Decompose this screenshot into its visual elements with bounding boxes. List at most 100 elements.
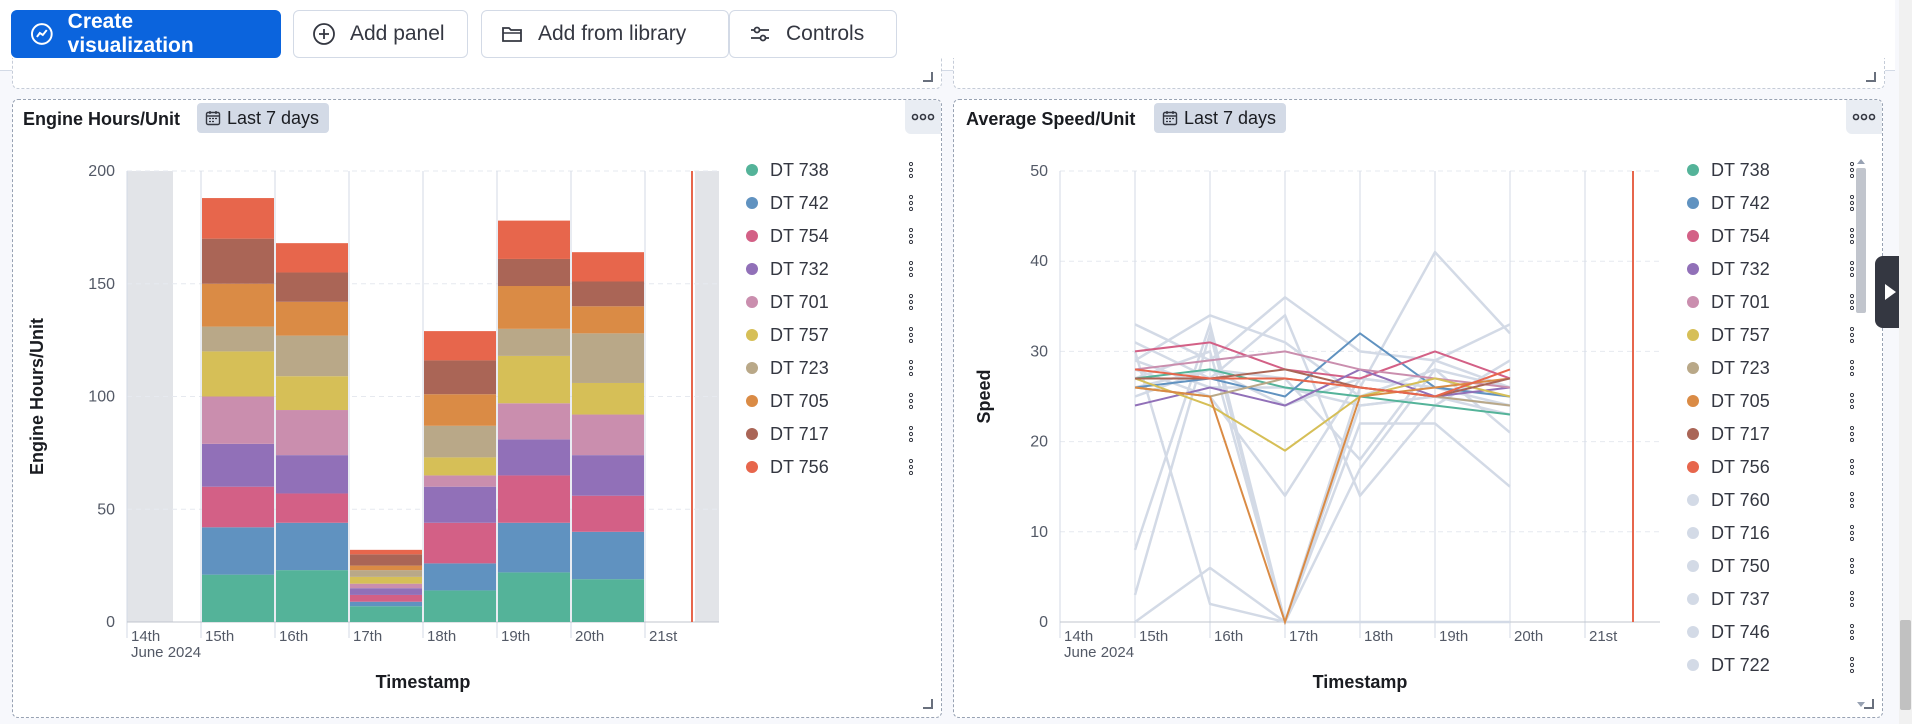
resize-handle[interactable]	[1864, 699, 1874, 709]
panel-options-button[interactable]	[905, 100, 941, 134]
page-scrollbar[interactable]	[1899, 0, 1912, 724]
legend-item-menu-icon[interactable]	[1849, 656, 1855, 674]
legend-scrollbar[interactable]	[1854, 158, 1868, 708]
bar-segment	[350, 601, 422, 607]
legend-item-menu-icon[interactable]	[1849, 326, 1855, 344]
y-tick-label: 0	[1039, 614, 1048, 631]
series-line	[1135, 368, 1511, 398]
legend-item[interactable]: DT 701	[746, 290, 829, 314]
legend-item-menu-icon[interactable]	[908, 260, 914, 278]
legend-item[interactable]: DT 738	[1687, 158, 1770, 182]
legend-item[interactable]: DT 756	[1687, 455, 1770, 479]
panel-options-button[interactable]	[1846, 100, 1882, 134]
legend-item-menu-icon[interactable]	[1849, 293, 1855, 311]
legend-item[interactable]: DT 705	[1687, 389, 1770, 413]
legend-item-menu-icon[interactable]	[1849, 458, 1855, 476]
legend-item[interactable]: DT 737	[1687, 587, 1770, 611]
create-visualization-icon	[30, 23, 53, 45]
legend-item[interactable]: DT 732	[1687, 257, 1770, 281]
legend-item[interactable]: DT 732	[746, 257, 829, 281]
chart-legend: DT 738 DT 742 DT 754 DT 732 DT 701 DT 757 DT 7…	[746, 158, 926, 658]
legend-item-menu-icon[interactable]	[1849, 260, 1855, 278]
legend-scrollbar-track	[1856, 159, 1866, 707]
bar-segment	[276, 301, 348, 336]
legend-item-menu-icon[interactable]	[908, 458, 914, 476]
legend-item-menu-icon[interactable]	[908, 161, 914, 179]
y-axis-title: Engine Hours/Unit	[27, 318, 47, 475]
legend-item-menu-icon[interactable]	[1849, 623, 1855, 641]
bar-segment	[424, 394, 496, 426]
legend-item[interactable]: DT 722	[1687, 653, 1770, 677]
legend-item[interactable]: DT 738	[746, 158, 829, 182]
legend-item-menu-icon[interactable]	[1849, 491, 1855, 509]
legend-item-menu-icon[interactable]	[908, 425, 914, 443]
legend-item[interactable]: DT 717	[1687, 422, 1770, 446]
bar-segment	[202, 283, 274, 327]
folder-icon	[502, 27, 522, 42]
legend-item[interactable]: DT 717	[746, 422, 829, 446]
legend-item-menu-icon[interactable]	[908, 326, 914, 344]
time-range-badge[interactable]: Last 7 days	[197, 103, 330, 133]
legend-item-menu-icon[interactable]	[908, 227, 914, 245]
legend-item-menu-icon[interactable]	[1849, 590, 1855, 608]
series-line	[1134, 368, 1511, 498]
resize-handle[interactable]	[923, 699, 933, 709]
legend-color-dot	[746, 296, 758, 308]
bar-segment	[572, 382, 644, 415]
legend-item[interactable]: DT 757	[1687, 323, 1770, 347]
legend-item[interactable]: DT 754	[746, 224, 829, 248]
legend-scrollbar-thumb[interactable]	[1856, 168, 1866, 313]
bar-segment	[276, 493, 348, 523]
legend-item[interactable]: DT 750	[1687, 554, 1770, 578]
legend-item-menu-icon[interactable]	[1849, 227, 1855, 245]
bar-segment	[276, 522, 348, 571]
bar-segment	[202, 238, 274, 284]
time-range-badge[interactable]: Last 7 days	[1154, 103, 1287, 133]
series-line	[1134, 377, 1511, 452]
legend-item-menu-icon[interactable]	[1849, 194, 1855, 212]
legend-item-menu-icon[interactable]	[908, 392, 914, 410]
legend-item-menu-icon[interactable]	[1849, 392, 1855, 410]
legend-item[interactable]: DT 701	[1687, 290, 1770, 314]
legend-item[interactable]: DT 723	[746, 356, 829, 380]
legend-item[interactable]: DT 723	[1687, 356, 1770, 380]
legend-color-dot	[746, 395, 758, 407]
ellipsis-icon	[911, 113, 935, 121]
legend-color-dot	[746, 197, 758, 209]
legend-item-menu-icon[interactable]	[908, 359, 914, 377]
legend-item-menu-icon[interactable]	[908, 293, 914, 311]
legend-item-menu-icon[interactable]	[1849, 425, 1855, 443]
page-scrollbar-thumb[interactable]	[1900, 620, 1911, 710]
legend-item-menu-icon[interactable]	[1849, 161, 1855, 179]
create-visualization-button[interactable]: Create visualization	[11, 10, 281, 58]
legend-item[interactable]: DT 746	[1687, 620, 1770, 644]
legend-item[interactable]: DT 705	[746, 389, 829, 413]
controls-label: Controls	[786, 22, 865, 45]
add-from-library-button[interactable]: Add from library	[481, 10, 729, 58]
legend-item[interactable]: DT 716	[1687, 521, 1770, 545]
series-line	[1134, 341, 1511, 380]
legend-color-dot	[746, 461, 758, 473]
y-tick-label: 40	[1030, 253, 1048, 270]
legend-item-menu-icon[interactable]	[908, 194, 914, 212]
x-axis-title: Timestamp	[1313, 672, 1408, 692]
legend-item[interactable]: DT 760	[1687, 488, 1770, 512]
y-axis-title: Speed	[974, 369, 994, 423]
y-tick-label: 0	[106, 614, 115, 631]
legend-item-menu-icon[interactable]	[1849, 557, 1855, 575]
legend-item[interactable]: DT 756	[746, 455, 829, 479]
resize-handle[interactable]	[923, 72, 933, 82]
legend-item[interactable]: DT 742	[1687, 191, 1770, 215]
legend-label: DT 754	[770, 225, 829, 246]
add-panel-button[interactable]: Add panel	[293, 10, 468, 58]
resize-handle[interactable]	[1866, 72, 1876, 82]
legend-item[interactable]: DT 757	[746, 323, 829, 347]
legend-item-menu-icon[interactable]	[1849, 524, 1855, 542]
legend-item[interactable]: DT 754	[1687, 224, 1770, 248]
ellipsis-icon	[1852, 113, 1876, 121]
legend-item-menu-icon[interactable]	[1849, 359, 1855, 377]
legend-item[interactable]: DT 742	[746, 191, 829, 215]
controls-button[interactable]: Controls	[729, 10, 897, 58]
x-tick-label: 18th	[1364, 628, 1393, 645]
bar-segment	[424, 457, 496, 476]
